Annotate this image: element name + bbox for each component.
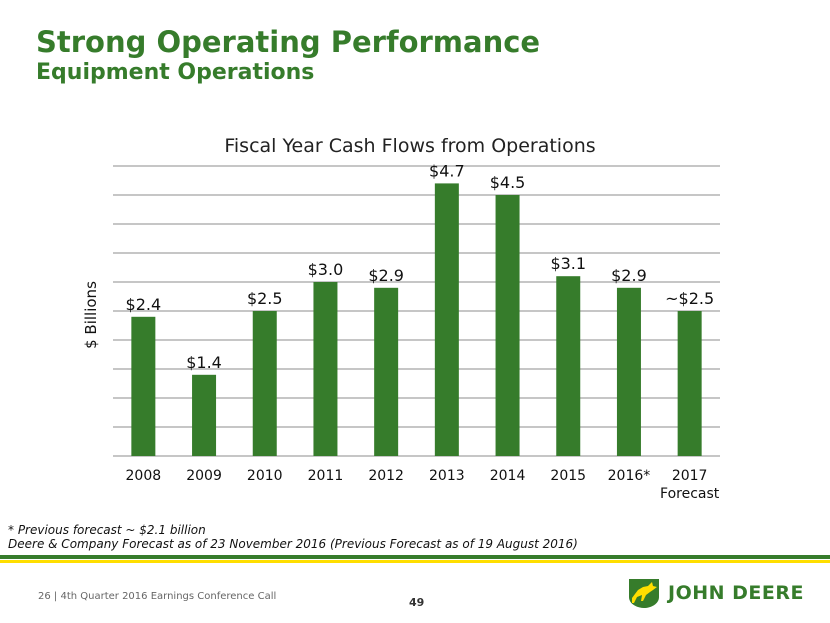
x-tick-label: 2015 <box>550 468 586 484</box>
bar-2010 <box>252 311 277 456</box>
x-tick-sublabel: Forecast <box>660 486 720 502</box>
data-label: $3.1 <box>550 254 586 273</box>
x-tick-label: 2014 <box>490 468 526 484</box>
data-label: $2.4 <box>126 295 162 314</box>
bar-2016-star <box>616 287 641 456</box>
slide-title: Strong Operating Performance <box>36 25 541 59</box>
data-label: $2.9 <box>611 266 647 285</box>
x-tick-label: 2017 <box>672 468 708 484</box>
x-tick-label: 2008 <box>126 468 162 484</box>
data-label: $4.5 <box>490 173 526 192</box>
chart-title: Fiscal Year Cash Flows from Operations <box>224 135 595 157</box>
footer-text: 26 | 4th Quarter 2016 Earnings Conferenc… <box>38 591 277 602</box>
x-tick-label: 2016* <box>608 468 651 484</box>
bar-2014 <box>495 195 520 456</box>
footer-band-green <box>0 555 830 559</box>
page-number: 49 <box>409 596 425 609</box>
brand-wordmark: JOHN DEERE <box>668 582 804 604</box>
bar-2012 <box>374 287 399 456</box>
slide-subtitle: Equipment Operations <box>36 60 315 85</box>
data-label: $3.0 <box>308 260 344 279</box>
bar-2015 <box>556 276 581 456</box>
data-label: $2.5 <box>247 289 283 308</box>
data-label: ~$2.5 <box>665 289 714 308</box>
x-tick-label: 2011 <box>308 468 344 484</box>
footer-band-yellow <box>0 560 830 563</box>
bar-2017 <box>677 311 702 456</box>
data-label: $2.9 <box>368 266 404 285</box>
x-tick-label: 2010 <box>247 468 283 484</box>
bar-2008 <box>131 316 156 456</box>
x-tick-label: 2012 <box>368 468 404 484</box>
x-tick-label: 2009 <box>186 468 222 484</box>
bar-2011 <box>313 282 338 456</box>
data-label: $1.4 <box>186 353 222 372</box>
bar-2009 <box>192 374 217 456</box>
footnote-forecast-date: Deere & Company Forecast as of 23 Novemb… <box>8 537 578 551</box>
john-deere-deer-logo-icon <box>629 579 659 608</box>
y-axis-label: $ Billions <box>82 281 100 349</box>
data-label: $4.7 <box>429 161 465 180</box>
footnote-previous-forecast: * Previous forecast ~ $2.1 billion <box>8 523 206 537</box>
x-tick-label: 2013 <box>429 468 465 484</box>
bar-2013 <box>434 183 459 456</box>
cash-flow-bar-chart: Fiscal Year Cash Flows from Operations $… <box>82 135 720 502</box>
